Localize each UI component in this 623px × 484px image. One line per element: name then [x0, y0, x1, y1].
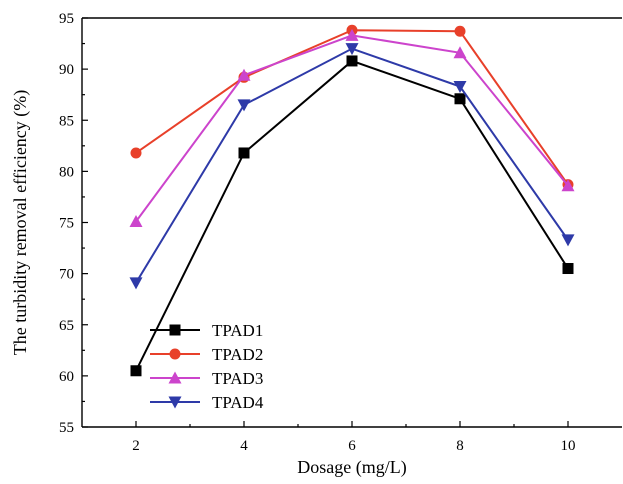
- y-tick-label: 80: [59, 164, 74, 180]
- ticks: 55 60 65 70 75 80 85 90 95 2 4 6 8 10: [59, 11, 576, 454]
- legend-label: TPAD2: [212, 345, 263, 364]
- data-point: [453, 46, 467, 59]
- data-point: [561, 179, 575, 192]
- legend-marker: [169, 324, 181, 336]
- legend-marker: [168, 396, 182, 409]
- legend-marker: [168, 371, 182, 384]
- series-tpad1: [130, 55, 574, 377]
- legend: TPAD1 TPAD2 TPAD3 TPAD4: [150, 321, 264, 412]
- axes: [81, 17, 622, 428]
- y-tick-label: 60: [59, 369, 74, 385]
- data-point: [130, 147, 142, 159]
- data-point: [454, 25, 466, 37]
- data-point: [129, 214, 143, 227]
- legend-marker: [169, 348, 181, 360]
- data-point: [129, 277, 143, 290]
- series-tpad3: [129, 28, 575, 227]
- data-point: [238, 147, 250, 159]
- x-tick-label: 8: [456, 438, 464, 454]
- x-axis-title: Dosage (mg/L): [297, 457, 406, 478]
- y-tick-label: 95: [59, 11, 74, 27]
- data-point: [130, 365, 142, 377]
- x-tick-label: 10: [561, 438, 576, 454]
- x-tick-label: 4: [240, 438, 248, 454]
- legend-item: TPAD1: [150, 321, 263, 340]
- legend-item: TPAD4: [150, 393, 264, 412]
- legend-label: TPAD4: [212, 393, 264, 412]
- y-tick-label: 85: [59, 113, 74, 129]
- data-point: [237, 99, 251, 112]
- y-tick-label: 55: [59, 420, 74, 436]
- data-point: [454, 93, 466, 105]
- y-tick-label: 90: [59, 62, 74, 78]
- y-tick-label: 70: [59, 267, 74, 283]
- y-tick-label: 75: [59, 216, 74, 232]
- data-point: [562, 263, 574, 275]
- series-layer: [129, 24, 575, 377]
- legend-item: TPAD3: [150, 369, 263, 388]
- y-axis-title: The turbidity removal efficiency (%): [10, 90, 31, 356]
- x-tick-label: 6: [348, 438, 356, 454]
- data-point: [345, 43, 359, 56]
- data-point: [346, 55, 358, 67]
- data-point: [345, 28, 359, 41]
- data-point: [561, 234, 575, 247]
- y-tick-label: 65: [59, 318, 74, 334]
- data-point: [453, 81, 467, 94]
- legend-item: TPAD2: [150, 345, 263, 364]
- legend-label: TPAD3: [212, 369, 263, 388]
- x-tick-label: 2: [132, 438, 140, 454]
- data-point: [237, 68, 251, 81]
- legend-label: TPAD1: [212, 321, 263, 340]
- series-tpad4: [129, 43, 575, 290]
